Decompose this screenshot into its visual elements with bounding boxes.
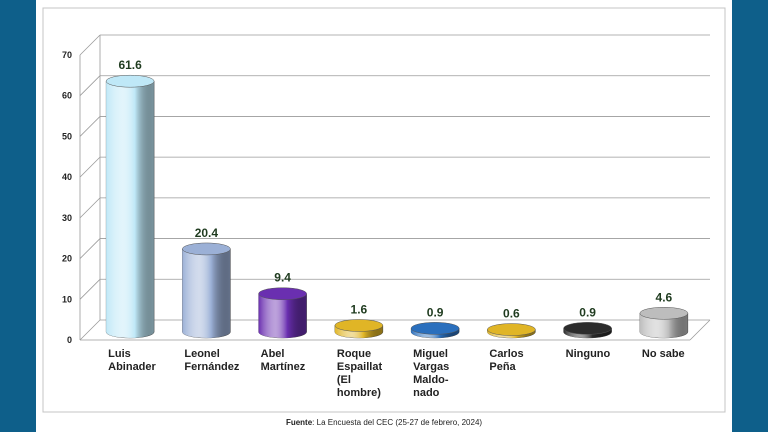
bar bbox=[258, 287, 307, 339]
bar-shading bbox=[182, 248, 231, 338]
category-label: No sabe bbox=[642, 348, 685, 360]
chart-slide: 0 10 20 30 40 50 60 70 61.6 Luis Abinader 20.4 Leon… bbox=[36, 0, 732, 432]
data-label: 9.4 bbox=[274, 271, 291, 285]
bar bbox=[639, 307, 689, 339]
bar-top bbox=[105, 74, 155, 88]
bar-top bbox=[563, 322, 612, 335]
y-tick-label: 40 bbox=[62, 172, 72, 182]
category-label: Luis Abinader bbox=[108, 348, 156, 373]
gridline-side bbox=[79, 197, 101, 219]
y-tick-label: 60 bbox=[62, 91, 72, 101]
gridline-side bbox=[79, 319, 101, 341]
category-label: Leonel Fernández bbox=[184, 348, 240, 373]
bar bbox=[182, 242, 231, 339]
y-tick-label: 50 bbox=[62, 131, 72, 141]
bar bbox=[487, 323, 536, 339]
gridline-side bbox=[79, 156, 101, 178]
category-label: Ninguno bbox=[566, 348, 611, 360]
data-label: 20.4 bbox=[195, 226, 219, 240]
gridline-side bbox=[79, 238, 101, 259]
gridline-side bbox=[79, 34, 101, 56]
bar-chart: 0 10 20 30 40 50 60 70 61.6 Luis Abinader 20.4 Leon… bbox=[42, 7, 726, 413]
bar-top bbox=[258, 287, 307, 300]
category-label: Carlos Peña bbox=[489, 348, 523, 373]
category-label: Miguel Vargas Maldo-nado bbox=[413, 348, 449, 399]
bar-shading bbox=[639, 313, 688, 338]
y-tick-label: 10 bbox=[62, 294, 72, 304]
y-tick-label: 30 bbox=[62, 213, 72, 223]
data-label: 0.6 bbox=[503, 307, 520, 321]
bar-top bbox=[639, 307, 689, 320]
category-label: Abel Martínez bbox=[261, 348, 306, 373]
category-label: Roque Espaillat (El hombre) bbox=[337, 348, 383, 399]
source-text: : La Encuesta del CEC (25-27 de febrero,… bbox=[312, 418, 483, 427]
bar-shading bbox=[258, 293, 307, 338]
gridline-side bbox=[79, 279, 101, 300]
data-label: 0.9 bbox=[427, 305, 444, 319]
y-tick-label: 0 bbox=[67, 335, 72, 345]
y-tick-label: 20 bbox=[62, 254, 72, 264]
bar bbox=[334, 319, 384, 339]
data-label: 4.6 bbox=[656, 290, 673, 304]
source-label: Fuente bbox=[285, 418, 313, 427]
bar-top bbox=[487, 323, 536, 336]
gridline-side bbox=[79, 75, 101, 96]
gridline-side bbox=[79, 116, 101, 137]
bar bbox=[105, 74, 155, 339]
y-tick-label: 70 bbox=[62, 50, 72, 60]
floor-side-edge bbox=[689, 319, 711, 341]
bar-top bbox=[334, 319, 384, 332]
data-label: 61.6 bbox=[118, 58, 142, 72]
data-label: 1.6 bbox=[351, 302, 368, 316]
bar bbox=[563, 322, 612, 339]
bar-top bbox=[410, 322, 460, 335]
bar bbox=[410, 322, 460, 339]
bar-shading bbox=[106, 81, 155, 338]
source-note: Fuente: La Encuesta del CEC (25-27 de fe… bbox=[36, 418, 732, 427]
bar-top bbox=[182, 242, 231, 256]
data-label: 0.9 bbox=[579, 305, 596, 319]
